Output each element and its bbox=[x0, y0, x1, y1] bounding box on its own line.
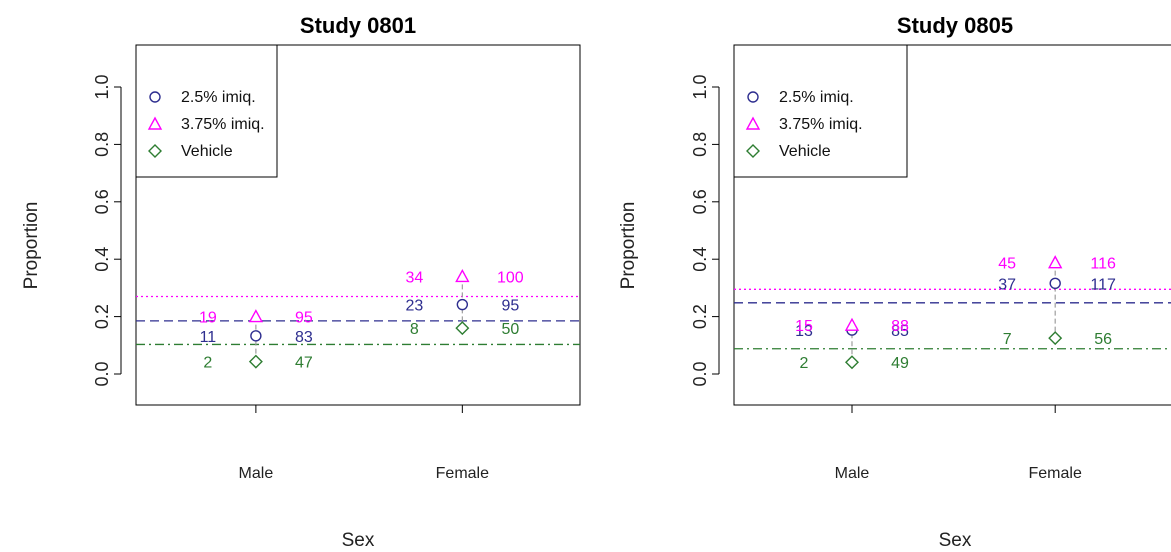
y-tick-label: 1.0 bbox=[690, 74, 710, 99]
chart-panel-2: Study 0805 0.0 0.2 0.4 0.6 0.8 1.0 Male Female Se… bbox=[618, 13, 1171, 551]
responder-count-label: 11 bbox=[200, 329, 217, 346]
plot-frame bbox=[733, 44, 1171, 406]
total-count-label: 47 bbox=[295, 355, 313, 372]
x-tick-label: Male bbox=[239, 465, 274, 482]
legend-label: 2.5% imiq. bbox=[779, 89, 854, 106]
point-marker bbox=[1048, 255, 1063, 269]
point-marker bbox=[845, 355, 859, 370]
y-tick-label: 0.4 bbox=[690, 247, 710, 272]
chart-title: Study 0805 bbox=[897, 13, 1013, 38]
point-marker bbox=[455, 321, 470, 336]
legend-marker bbox=[147, 116, 163, 130]
total-count-label: 116 bbox=[1090, 256, 1116, 273]
x-axis-title: Sex bbox=[939, 530, 972, 551]
point-marker bbox=[1048, 331, 1063, 346]
legend-label: Vehicle bbox=[181, 143, 233, 160]
chart-panel-1: Study 0801 0.0 0.2 0.4 0.6 0.8 1.0 Male Female Se… bbox=[21, 13, 581, 551]
y-tick-label: 0.8 bbox=[92, 132, 112, 157]
total-count-label: 117 bbox=[1090, 276, 1116, 293]
total-count-label: 95 bbox=[501, 298, 519, 315]
y-axis-title: Proportion bbox=[618, 202, 639, 290]
point-marker bbox=[248, 354, 263, 369]
legend-marker bbox=[747, 91, 759, 103]
legend-box bbox=[135, 44, 278, 178]
y-tick-label: 0.2 bbox=[92, 304, 112, 329]
responder-count-label: 13 bbox=[795, 323, 813, 340]
responder-count-label: 45 bbox=[998, 256, 1016, 273]
responder-count-label: 19 bbox=[199, 310, 217, 327]
x-axis-title: Sex bbox=[342, 530, 375, 551]
legend-label: 3.75% imiq. bbox=[181, 116, 265, 133]
total-count-label: 100 bbox=[497, 269, 524, 286]
total-count-label: 95 bbox=[295, 310, 313, 327]
responder-count-label: 34 bbox=[405, 269, 423, 286]
legend-marker bbox=[149, 91, 161, 103]
total-count-label: 88 bbox=[891, 318, 909, 335]
x-tick-label: Female bbox=[1029, 465, 1082, 482]
y-tick-label: 0.4 bbox=[92, 247, 112, 272]
responder-count-label: 23 bbox=[405, 298, 423, 315]
legend-label: 3.75% imiq. bbox=[779, 116, 863, 133]
responder-count-label: 8 bbox=[410, 321, 419, 338]
responder-count-label: 2 bbox=[800, 355, 809, 372]
legend-marker bbox=[745, 116, 761, 130]
legend-marker bbox=[746, 144, 760, 158]
point-marker bbox=[1049, 277, 1061, 290]
legend-box bbox=[733, 44, 908, 178]
responder-count-label: 7 bbox=[1003, 331, 1012, 348]
y-tick-label: 0.0 bbox=[690, 361, 710, 386]
y-tick-label: 0.0 bbox=[92, 361, 112, 386]
total-count-label: 50 bbox=[501, 321, 519, 338]
point-marker bbox=[250, 330, 262, 342]
legend-label: Vehicle bbox=[779, 143, 831, 160]
total-count-label: 49 bbox=[891, 355, 909, 372]
responder-count-label: 37 bbox=[998, 276, 1016, 293]
legend-marker bbox=[148, 144, 162, 158]
point-marker bbox=[248, 309, 264, 323]
responder-count-label: 15 bbox=[795, 318, 813, 335]
point-marker bbox=[844, 317, 860, 331]
legend: 2.5% imiq. 3.75% imiq. Vehicle bbox=[135, 44, 278, 178]
total-count-label: 56 bbox=[1094, 331, 1112, 348]
x-tick-label: Female bbox=[436, 465, 489, 482]
y-tick-label: 1.0 bbox=[92, 74, 112, 99]
plot-frame bbox=[135, 44, 581, 406]
y-tick-label: 0.2 bbox=[690, 304, 710, 329]
legend-label: 2.5% imiq. bbox=[181, 89, 256, 106]
legend: 2.5% imiq. 3.75% imiq. Vehicle bbox=[733, 44, 908, 178]
y-axis-title: Proportion bbox=[21, 202, 42, 290]
point-marker bbox=[456, 298, 469, 311]
chart-title: Study 0801 bbox=[300, 13, 416, 38]
x-tick-label: Male bbox=[835, 465, 870, 482]
total-count-label: 83 bbox=[295, 329, 313, 346]
point-marker bbox=[455, 268, 470, 283]
y-tick-label: 0.6 bbox=[690, 189, 710, 214]
responder-count-label: 2 bbox=[203, 355, 212, 372]
total-count-label: 85 bbox=[891, 323, 909, 340]
y-tick-label: 0.8 bbox=[690, 132, 710, 157]
y-tick-label: 0.6 bbox=[92, 189, 112, 214]
